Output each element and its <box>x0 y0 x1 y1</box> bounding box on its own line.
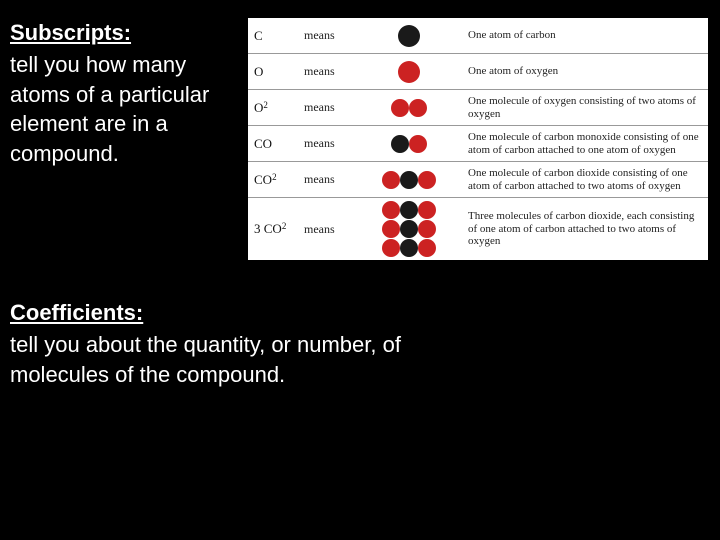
carbon-atom-icon <box>391 135 409 153</box>
carbon-atom-icon <box>400 220 418 238</box>
means-cell: means <box>304 28 354 43</box>
carbon-atom-icon <box>398 25 420 47</box>
description-cell: One molecule of oxygen consisting of two… <box>464 92 708 123</box>
formula-cell: CO2 <box>248 168 304 192</box>
coefficients-heading: Coefficients: <box>10 300 410 326</box>
means-cell: means <box>304 172 354 187</box>
oxygen-atom-icon <box>418 171 436 189</box>
oxygen-atom-icon <box>418 220 436 238</box>
table-row: O2means One molecule of oxygen consisting… <box>248 90 708 126</box>
carbon-atom-icon <box>400 239 418 257</box>
atoms-cell <box>354 132 464 156</box>
atoms-cell <box>354 22 464 50</box>
formula-cell: O2 <box>248 96 304 120</box>
description-cell: One atom of oxygen <box>464 62 708 81</box>
table-row: CO2means One molecule of carbon dioxide c… <box>248 162 708 198</box>
oxygen-atom-icon <box>382 220 400 238</box>
carbon-atom-icon <box>400 201 418 219</box>
coefficients-text: Coefficients: tell you about the quantit… <box>10 300 410 389</box>
atoms-cell <box>354 96 464 120</box>
oxygen-atom-icon <box>382 201 400 219</box>
oxygen-atom-icon <box>409 99 427 117</box>
means-cell: means <box>304 222 354 237</box>
formula-cell: C <box>248 24 304 48</box>
table-row: Omeans One atom of oxygen <box>248 54 708 90</box>
table-row: 3 CO2means Three molecules of carbon diox… <box>248 198 708 260</box>
description-cell: One molecule of carbon monoxide consisti… <box>464 128 708 159</box>
chemistry-table: Cmeans One atom of carbon Omeans One atom o… <box>248 18 708 260</box>
table-row: Cmeans One atom of carbon <box>248 18 708 54</box>
description-cell: One molecule of carbon dioxide consistin… <box>464 164 708 195</box>
oxygen-atom-icon <box>382 239 400 257</box>
carbon-atom-icon <box>400 171 418 189</box>
oxygen-atom-icon <box>398 61 420 83</box>
subscripts-heading: Subscripts: <box>10 20 240 46</box>
formula-cell: CO <box>248 132 304 156</box>
table-row: COmeans One molecule of carbon monoxide c… <box>248 126 708 162</box>
atoms-cell <box>354 168 464 192</box>
description-cell: Three molecules of carbon dioxide, each … <box>464 207 708 251</box>
oxygen-atom-icon <box>391 99 409 117</box>
description-cell: One atom of carbon <box>464 26 708 45</box>
means-cell: means <box>304 100 354 115</box>
oxygen-atom-icon <box>418 201 436 219</box>
means-cell: means <box>304 64 354 79</box>
atoms-cell <box>354 198 464 260</box>
subscripts-text: Subscripts: tell you how many atoms of a… <box>10 20 240 169</box>
means-cell: means <box>304 136 354 151</box>
coefficients-body: tell you about the quantity, or number, … <box>10 330 410 389</box>
formula-cell: 3 CO2 <box>248 217 304 241</box>
oxygen-atom-icon <box>418 239 436 257</box>
oxygen-atom-icon <box>382 171 400 189</box>
formula-cell: O <box>248 60 304 84</box>
oxygen-atom-icon <box>409 135 427 153</box>
atoms-cell <box>354 58 464 86</box>
subscripts-body: tell you how many atoms of a particular … <box>10 50 240 169</box>
